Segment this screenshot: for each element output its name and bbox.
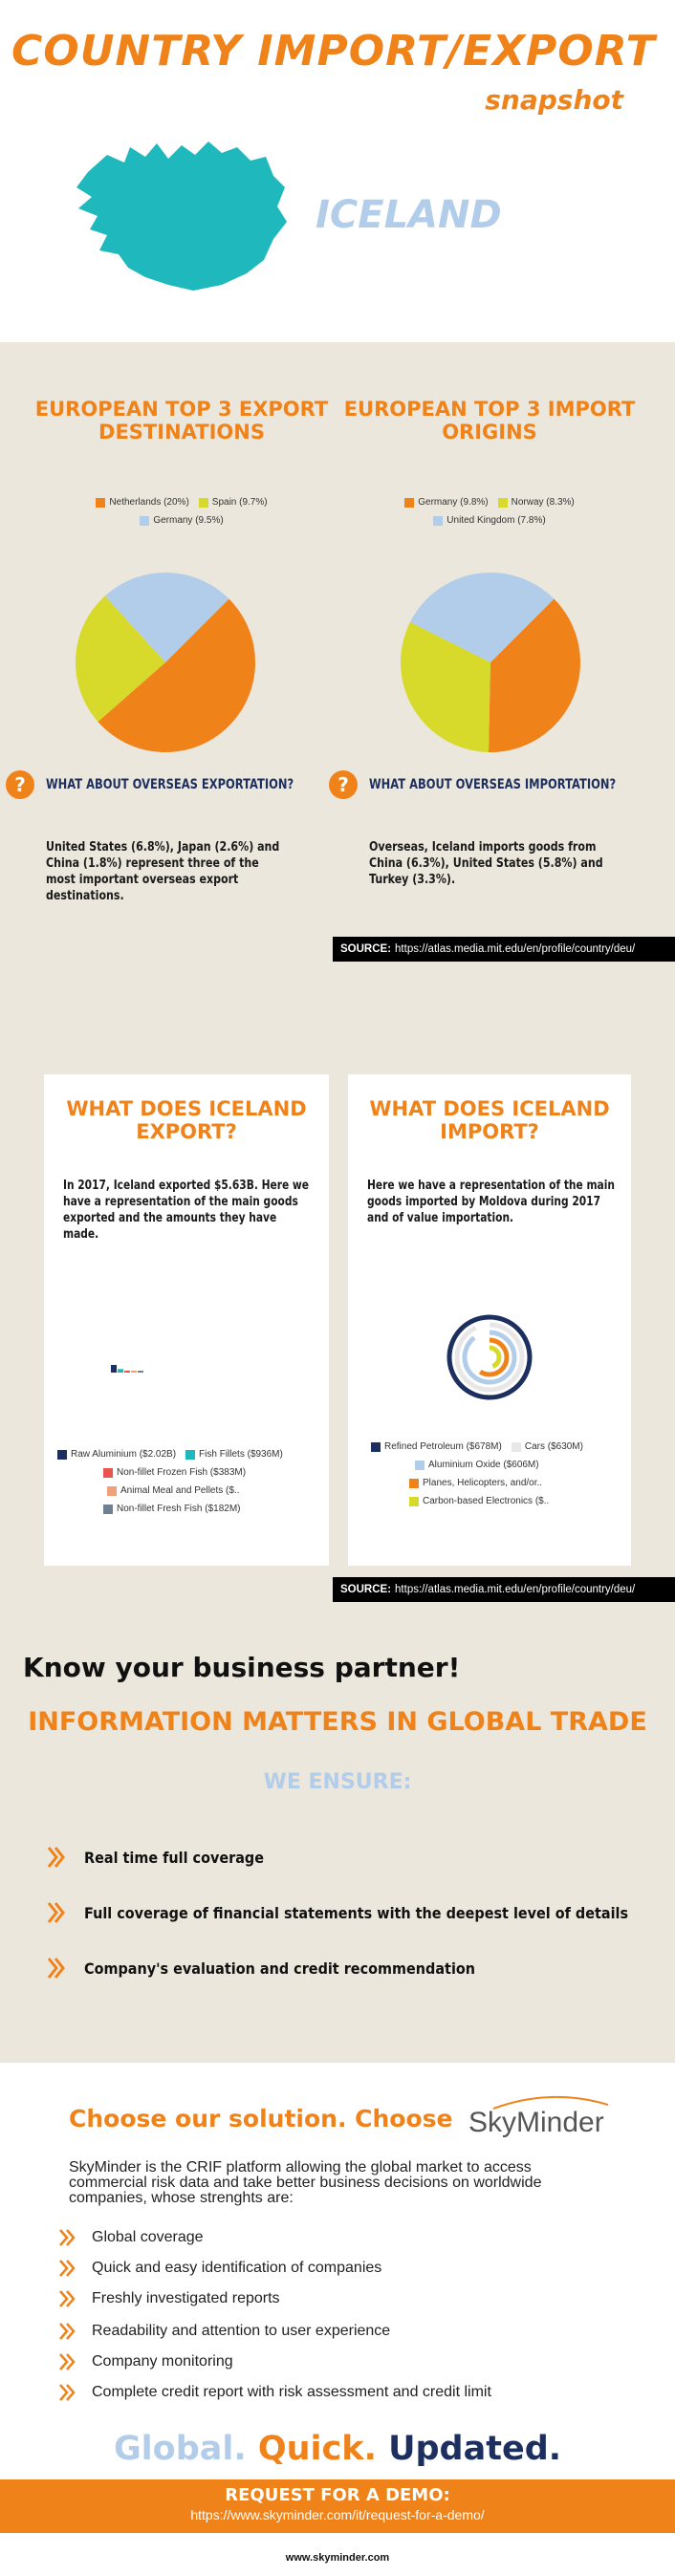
info-matters-heading: INFORMATION MATTERS IN GLOBAL TRADE	[28, 1707, 647, 1737]
chevron-right-icon	[47, 1847, 65, 1868]
bar-raw-aluminium	[111, 1365, 117, 1373]
export-card-text: In 2017, Iceland exported $5.63B. Here w…	[63, 1179, 310, 1242]
pie-slice-norway	[401, 621, 490, 752]
source-link[interactable]: https://atlas.media.mit.edu/en/profile/c…	[395, 1584, 636, 1595]
export-card-legend: Raw Aluminium ($2.02B) Fish Fillets ($93…	[57, 1449, 325, 1522]
legend-item: Animal Meal and Pellets ($..	[107, 1485, 240, 1496]
header: COUNTRY IMPORT/EXPORT snapshot ICELAND	[0, 0, 675, 342]
demo-link[interactable]: https://www.skyminder.com/it/request-for…	[190, 2507, 485, 2522]
export-destinations-title: EUROPEAN TOP 3 EXPORT DESTINATIONS	[34, 398, 329, 444]
import-legend: Germany (9.8%) Norway (8.3%) United King…	[337, 497, 642, 533]
bar-animal-meal-and-pellets	[131, 1371, 137, 1373]
legend-item: Non-fillet Frozen Fish ($383M)	[103, 1467, 246, 1478]
legend-item: Germany (9.8%)	[404, 497, 489, 508]
ensure-item: Company's evaluation and credit recommen…	[44, 1956, 518, 1981]
ring-refined-petroleum	[446, 1314, 533, 1400]
sub-title: snapshot	[485, 84, 623, 116]
skyminder-logo: SkyMinder	[465, 2091, 618, 2139]
source-link[interactable]: https://atlas.media.mit.edu/en/profile/c…	[395, 943, 636, 955]
feature-item: Company monitoring	[57, 2351, 233, 2372]
feature-item: Quick and easy identification of compani…	[57, 2258, 381, 2279]
import-origins-title: EUROPEAN TOP 3 IMPORT ORIGINS	[343, 398, 636, 444]
legend-item: United Kingdom (7.8%)	[433, 515, 546, 526]
chevron-right-icon	[47, 1958, 65, 1979]
bar-fish-fillets	[118, 1369, 123, 1373]
chevron-right-icon	[59, 2290, 76, 2307]
ensure-item: Real time full coverage	[44, 1845, 284, 1870]
svg-text:SkyMinder: SkyMinder	[468, 2107, 604, 2138]
overseas-import-question: ? WHAT ABOUT OVERSEAS IMPORTATION?	[329, 770, 670, 799]
ring-planes-helicopters-and-or-	[469, 1337, 510, 1377]
question-icon: ?	[329, 770, 358, 799]
iceland-map	[76, 141, 287, 291]
partner-section: Know your business partner! INFORMATION …	[0, 1652, 675, 2063]
overseas-export-text: United States (6.8%), Japan (2.6%) and C…	[46, 840, 280, 903]
pie-slice-netherlands	[98, 598, 256, 753]
source-bar: SOURCE: https://atlas.media.mit.edu/en/pr…	[333, 1577, 675, 1602]
feature-item: Freshly investigated reports	[57, 2288, 280, 2309]
source-bar: SOURCE: https://atlas.media.mit.edu/en/pr…	[333, 937, 675, 962]
legend-item: Refined Petroleum ($678M)	[371, 1441, 502, 1452]
legend-item: Cars ($630M)	[511, 1441, 583, 1452]
question-icon: ?	[6, 770, 34, 799]
legend-item: Carbon-based Electronics ($..	[409, 1496, 549, 1506]
know-partner-heading: Know your business partner!	[23, 1652, 461, 1683]
solution-description: SkyMinder is the CRIF platform allowing …	[69, 2159, 542, 2206]
pie-slice-germany	[489, 598, 580, 752]
export-bar-chart	[111, 1365, 143, 1373]
chevron-right-icon	[59, 2260, 76, 2277]
solution-title: Choose our solution. Choose	[69, 2105, 453, 2132]
import-pie-chart	[401, 573, 580, 752]
import-card-text: Here we have a representation of the mai…	[367, 1179, 615, 1225]
import-card-legend: Refined Petroleum ($678M) Cars ($630M) A…	[371, 1441, 620, 1514]
legend-item: Norway (8.3%)	[497, 497, 575, 508]
export-card-title: WHAT DOES ICELAND EXPORT?	[66, 1097, 307, 1143]
export-card: WHAT DOES ICELAND EXPORT? In 2017, Icela…	[44, 1074, 329, 1566]
country-name: ICELAND	[316, 193, 502, 237]
we-ensure-heading: WE ENSURE:	[263, 1770, 412, 1794]
legend-item: Fish Fillets ($936M)	[185, 1449, 283, 1460]
legend-item: Spain (9.7%)	[198, 497, 268, 508]
import-card-title: WHAT DOES ICELAND IMPORT?	[369, 1097, 610, 1143]
chevron-right-icon	[47, 1902, 65, 1923]
demo-title: REQUEST FOR A DEMO:	[225, 2485, 450, 2505]
chevron-right-icon	[59, 2384, 76, 2401]
demo-banner[interactable]: REQUEST FOR A DEMO: https://www.skyminde…	[0, 2479, 675, 2533]
bar-non-fillet-fresh-fish	[138, 1371, 143, 1373]
feature-item: Global coverage	[57, 2227, 204, 2248]
ensure-item: Full coverage of financial statements wi…	[44, 1900, 675, 1925]
ring-carbon-based-electronics	[477, 1345, 502, 1370]
legend-item: Raw Aluminium ($2.02B)	[57, 1449, 176, 1460]
import-card: WHAT DOES ICELAND IMPORT? Here we have a…	[348, 1074, 631, 1566]
main-title: COUNTRY IMPORT/EXPORT	[11, 27, 656, 76]
chevron-right-icon	[59, 2229, 76, 2246]
ring-aluminium-oxide	[462, 1330, 517, 1385]
tagline: Global. Quick. Updated.	[113, 2430, 562, 2468]
footer-link[interactable]: www.skyminder.com	[285, 2552, 390, 2564]
solution-section: Choose our solution. Choose SkyMinder Sk…	[0, 2063, 675, 2576]
import-radial-chart	[446, 1314, 533, 1400]
export-pie-chart	[76, 573, 256, 753]
pie-slice-united-kingdom	[409, 573, 555, 662]
overseas-import-text: Overseas, Iceland imports goods from Chi…	[369, 840, 603, 887]
chevron-right-icon	[59, 2323, 76, 2340]
feature-item: Readability and attention to user experi…	[57, 2321, 390, 2342]
chevron-right-icon	[59, 2353, 76, 2370]
ring-cars	[454, 1322, 525, 1393]
overseas-export-question: ? WHAT ABOUT OVERSEAS EXPORTATION?	[6, 770, 348, 799]
pie-slice-spain	[76, 595, 165, 723]
legend-item: Germany (9.5%)	[140, 515, 224, 526]
bar-non-fillet-frozen-fish	[124, 1371, 130, 1373]
legend-item: Netherlands (20%)	[96, 497, 189, 508]
legend-item: Non-fillet Fresh Fish ($182M)	[103, 1504, 240, 1514]
export-legend: Netherlands (20%) Spain (9.7%) Germany (…	[29, 497, 335, 533]
legend-item: Planes, Helicopters, and/or..	[409, 1478, 542, 1488]
feature-item: Complete credit report with risk assessm…	[57, 2382, 491, 2403]
legend-item: Aluminium Oxide ($606M)	[415, 1460, 539, 1470]
trade-partners-section: EUROPEAN TOP 3 EXPORT DESTINATIONS Nethe…	[0, 342, 675, 1652]
pie-slice-germany	[104, 573, 229, 662]
